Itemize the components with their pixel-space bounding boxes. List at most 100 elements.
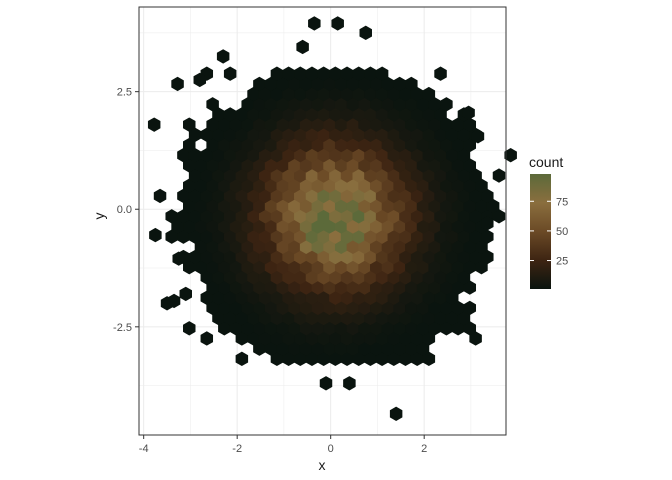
hex-bin xyxy=(387,249,401,265)
hex-bin xyxy=(364,290,377,305)
hex-bin xyxy=(331,16,344,31)
hex-bin xyxy=(212,209,225,224)
x-tick-label: 2 xyxy=(421,443,427,455)
hex-bin xyxy=(253,158,266,173)
hex-bin xyxy=(451,219,465,234)
hex-bin xyxy=(188,127,202,143)
hex-bin xyxy=(422,270,436,285)
hex-bin xyxy=(340,188,354,204)
hex-bin xyxy=(323,97,336,112)
hex-bin xyxy=(422,107,436,122)
hex-bin xyxy=(212,127,225,143)
hex-bin xyxy=(305,249,319,265)
hex-bin xyxy=(375,331,389,346)
hex-bin xyxy=(334,280,348,295)
hex-bin xyxy=(183,198,196,214)
hex-bin xyxy=(399,351,412,367)
hex-bin xyxy=(463,198,477,214)
hex-bin xyxy=(440,280,453,295)
hex-bin xyxy=(445,168,459,183)
hex-bin xyxy=(381,239,395,255)
hex-bin xyxy=(253,137,266,153)
hex-bin xyxy=(153,188,167,204)
hex-bin xyxy=(463,321,477,336)
hex-bin xyxy=(364,66,377,81)
hex-bin xyxy=(370,76,383,92)
hex-bin xyxy=(329,209,342,224)
hex-bin xyxy=(212,107,225,122)
hex-bin xyxy=(410,229,424,244)
hex-bin xyxy=(393,260,406,275)
hex-bin xyxy=(471,129,485,144)
hex-bin xyxy=(323,341,336,356)
hex-bin xyxy=(276,158,290,173)
hex-bin xyxy=(375,127,389,143)
hex-bin xyxy=(445,249,459,265)
hex-bin xyxy=(258,331,272,346)
hex-bin xyxy=(200,209,214,224)
hex-bin xyxy=(440,158,453,173)
hex-bin xyxy=(370,198,383,214)
hex-bin xyxy=(247,188,260,204)
hex-bin xyxy=(270,148,284,163)
hex-bin xyxy=(223,290,237,305)
hex-bin xyxy=(200,270,214,285)
hex-bin xyxy=(317,310,330,326)
hex-bin xyxy=(311,97,325,112)
hex-bin xyxy=(422,148,436,163)
hex-bin xyxy=(212,229,225,244)
hex-bin xyxy=(445,229,459,244)
hex-bin xyxy=(317,209,330,224)
hex-bin xyxy=(463,280,477,295)
hex-bin xyxy=(294,270,307,285)
hex-bin xyxy=(264,280,278,295)
hex-bin xyxy=(410,270,424,285)
hex-bin xyxy=(387,148,401,163)
hex-bin xyxy=(381,300,395,316)
hex-bin xyxy=(270,310,284,326)
hex-bin xyxy=(486,198,500,214)
hex-bin xyxy=(457,148,471,163)
hex-bin xyxy=(258,249,272,265)
hex-bin xyxy=(410,107,424,122)
hex-bin xyxy=(410,86,424,102)
hex-bin xyxy=(434,127,447,143)
hex-bin xyxy=(370,300,383,316)
hex-bin xyxy=(241,198,254,214)
hex-bin xyxy=(364,310,377,326)
hex-bin xyxy=(469,249,482,265)
hex-bin xyxy=(340,229,354,244)
hex-bin xyxy=(258,229,272,244)
hex-bin xyxy=(451,137,465,153)
hex-bin xyxy=(434,188,447,204)
hex-bin xyxy=(375,270,389,285)
hex-bin xyxy=(440,137,453,153)
hex-bin xyxy=(340,290,354,305)
hex-bin xyxy=(305,168,319,183)
hex-bin xyxy=(212,148,225,163)
hex-bin xyxy=(229,260,243,275)
hex-bin xyxy=(235,107,249,122)
hex-bin xyxy=(329,188,342,204)
hex-bin xyxy=(451,239,465,255)
hex-bin xyxy=(370,341,383,356)
hex-bin xyxy=(422,127,436,143)
hex-bin xyxy=(364,229,377,244)
hex-bin xyxy=(288,239,301,255)
hex-bin xyxy=(346,97,360,112)
hex-bin xyxy=(364,209,377,224)
hex-bin xyxy=(469,229,482,244)
hex-bin xyxy=(294,127,307,143)
hex-bin xyxy=(247,127,260,143)
hex-bin xyxy=(375,107,389,122)
hex-bin xyxy=(317,290,330,305)
hex-bin xyxy=(387,229,401,244)
hex-bin xyxy=(346,321,360,336)
hex-bin xyxy=(389,406,403,422)
hex-bin xyxy=(206,198,219,214)
hex-bin xyxy=(206,178,219,193)
hex-bin xyxy=(218,219,231,234)
hex-bin xyxy=(323,137,336,153)
hex-bin xyxy=(370,260,383,275)
hex-bin xyxy=(194,158,208,173)
